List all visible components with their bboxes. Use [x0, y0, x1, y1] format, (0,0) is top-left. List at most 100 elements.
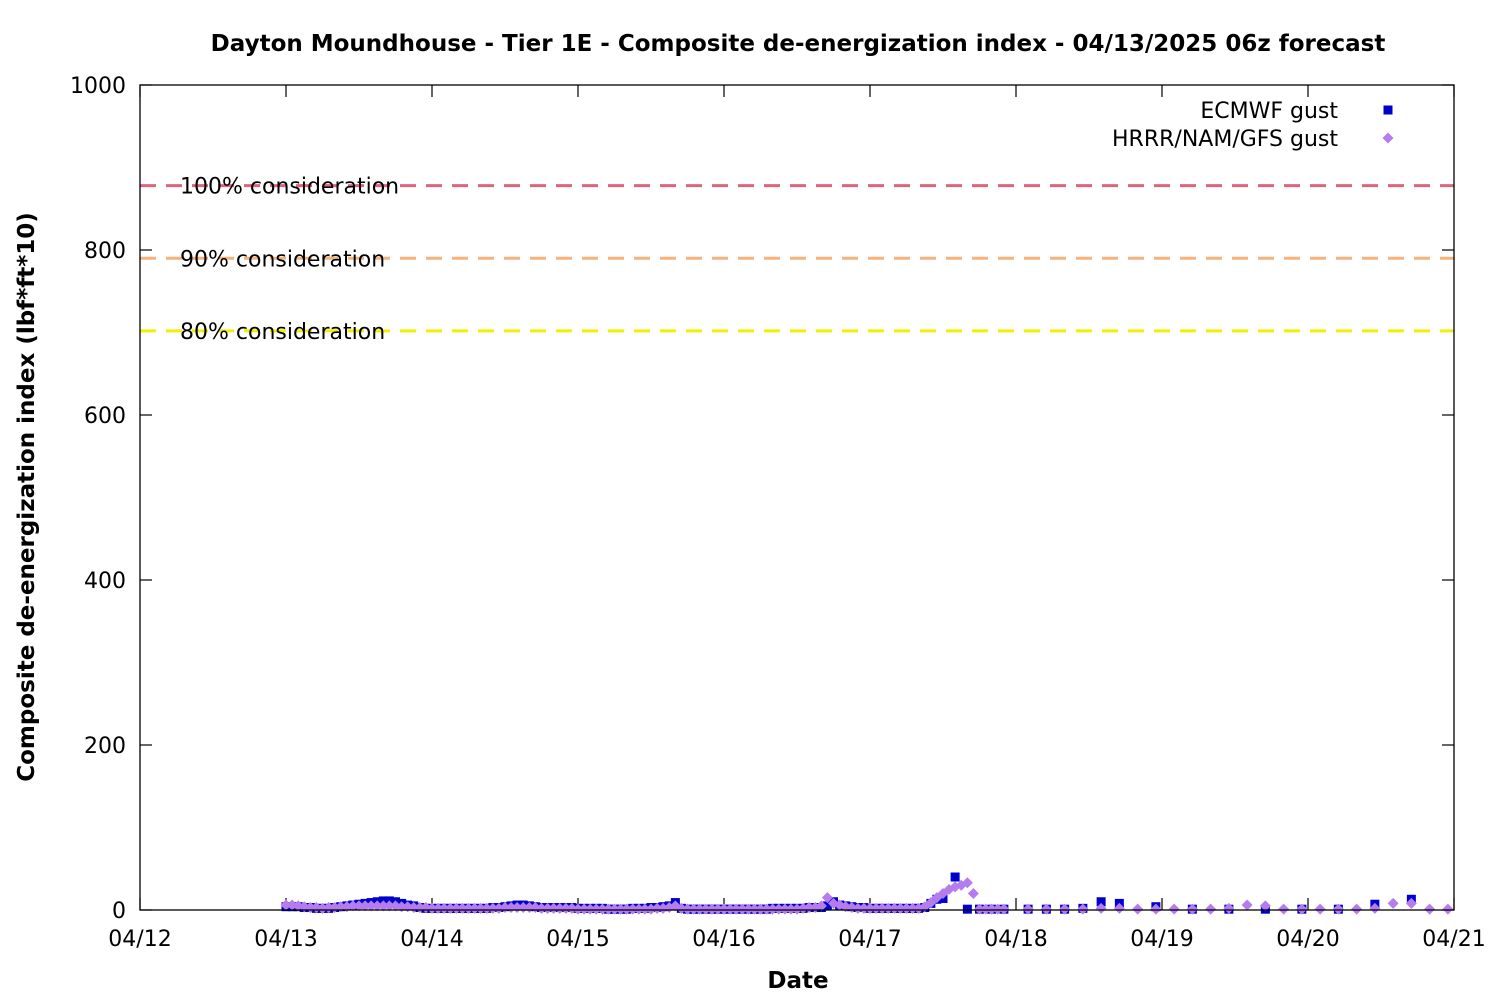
data-point: [962, 904, 972, 914]
data-point: [578, 903, 590, 915]
x-axis-label: Date: [767, 968, 828, 994]
data-point: [456, 902, 468, 914]
data-point: [353, 900, 365, 912]
data-point: [718, 903, 730, 915]
data-point: [280, 899, 292, 911]
data-point: [1259, 900, 1271, 912]
data-point: [998, 903, 1010, 915]
data-point: [1314, 903, 1326, 915]
data-point: [894, 902, 906, 914]
data-point: [463, 902, 474, 914]
data-point: [1077, 903, 1089, 915]
data-point: [426, 902, 438, 914]
data-point: [1022, 903, 1034, 915]
reference-line-label: 90% consideration: [180, 247, 385, 272]
data-point: [554, 902, 566, 914]
data-point: [870, 902, 882, 914]
data-point: [712, 903, 724, 915]
reference-lines: 100% consideration 90% consideration 80% c…: [140, 175, 1454, 345]
data-point: [694, 903, 706, 915]
legend-label: HRRR/NAM/GFS gust: [1112, 127, 1338, 152]
data-point: [596, 903, 608, 915]
data-point: [615, 903, 627, 915]
data-point: [487, 902, 499, 914]
x-tick-label: 04/15: [546, 927, 609, 952]
data-point: [907, 902, 919, 914]
data-point: [882, 902, 894, 914]
data-point: [481, 902, 493, 914]
chart-title: Dayton Moundhouse - Tier 1E - Composite …: [211, 31, 1386, 57]
axis-ticks: 04/12 04/13 04/14 04/15 04/16 04/17 04/18 04/19…: [70, 74, 1486, 952]
data-point: [1442, 903, 1454, 915]
data-point: [736, 903, 748, 915]
data-point: [755, 903, 766, 915]
data-point: [950, 872, 960, 882]
data-point: [639, 903, 651, 915]
data-point: [359, 900, 371, 912]
data-point: [852, 902, 864, 914]
x-tick-label: 04/21: [1422, 927, 1485, 952]
data-point: [730, 903, 742, 915]
data-point: [548, 902, 560, 914]
data-point: [1186, 903, 1198, 915]
data-point: [609, 903, 620, 915]
data-point: [724, 903, 736, 915]
data-point: [1387, 897, 1399, 909]
y-tick-label: 200: [84, 734, 126, 759]
data-point: [858, 902, 870, 914]
plot-frame: [139, 84, 1455, 911]
data-point: [1332, 903, 1344, 915]
data-point: [706, 903, 718, 915]
y-axis-label: Composite de-energization index (lbf*ft*…: [14, 212, 40, 782]
data-point: [1095, 902, 1107, 914]
data-point: [773, 903, 785, 915]
data-point: [822, 901, 832, 911]
data-point: [779, 903, 791, 915]
data-point: [761, 903, 773, 915]
data-point: [1040, 903, 1052, 915]
data-point: [821, 892, 833, 904]
data-point: [621, 903, 633, 915]
y-tick-label: 800: [84, 239, 126, 264]
data-point: [651, 902, 663, 914]
data-point: [560, 902, 572, 914]
data-point: [1132, 903, 1144, 915]
x-tick-label: 04/18: [984, 927, 1047, 952]
data-point: [1223, 902, 1235, 914]
x-tick-label: 04/19: [1130, 927, 1193, 952]
data-point: [633, 903, 645, 915]
data-point: [627, 903, 639, 915]
x-tick-label: 04/17: [838, 927, 901, 952]
data-point: [572, 903, 584, 915]
data-point: [542, 902, 554, 914]
data-point: [1424, 903, 1436, 915]
data-point: [1096, 897, 1106, 907]
reference-line-label: 80% consideration: [180, 320, 385, 345]
data-point: [1278, 903, 1290, 915]
data-point: [700, 903, 712, 915]
data-point: [767, 903, 779, 915]
data-point: [864, 902, 876, 914]
data-point: [1405, 897, 1417, 909]
data-point: [590, 903, 602, 915]
reference-line-label: 100% consideration: [180, 175, 399, 200]
data-point: [347, 900, 359, 912]
y-tick-label: 1000: [70, 74, 126, 99]
data-point: [967, 888, 979, 899]
data-point: [785, 903, 797, 915]
data-point: [444, 902, 456, 914]
data-point: [682, 903, 693, 915]
data-point: [469, 902, 481, 914]
data-point: [961, 877, 973, 889]
data-point: [748, 903, 760, 915]
data-point: [450, 902, 462, 914]
data-point: [1296, 903, 1308, 915]
data-point: [980, 903, 992, 915]
data-point: [536, 902, 547, 914]
data-point: [815, 900, 827, 912]
x-tick-label: 04/16: [692, 927, 755, 952]
data-point: [876, 902, 888, 914]
data-point: [602, 903, 614, 915]
data-point: [1205, 903, 1217, 915]
